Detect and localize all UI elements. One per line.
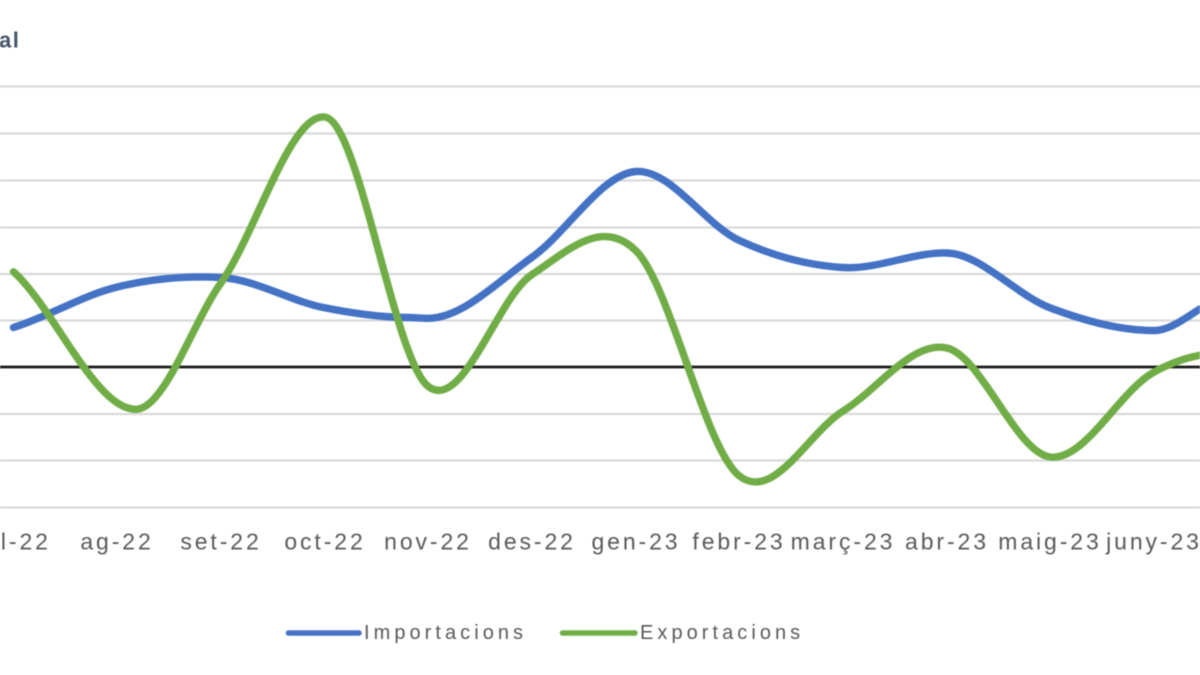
svg-text:juny-23: juny-23 bbox=[1105, 529, 1200, 555]
svg-text:set-22: set-22 bbox=[180, 529, 261, 555]
svg-text:Exportacions: Exportacions bbox=[640, 622, 804, 644]
svg-text:febr-23: febr-23 bbox=[692, 529, 785, 555]
svg-text:gen-23: gen-23 bbox=[591, 529, 680, 555]
svg-text:ag-22: ag-22 bbox=[80, 529, 153, 555]
svg-text:abr-23: abr-23 bbox=[905, 529, 989, 555]
svg-text:oct-22: oct-22 bbox=[284, 529, 365, 555]
svg-text:Importacions: Importacions bbox=[364, 622, 527, 644]
svg-text:març-23: març-23 bbox=[791, 529, 896, 555]
svg-text:al: al bbox=[0, 28, 20, 53]
svg-text:jul-22: jul-22 bbox=[0, 529, 51, 555]
svg-text:maig-23: maig-23 bbox=[998, 529, 1101, 555]
svg-text:des-22: des-22 bbox=[488, 529, 576, 555]
svg-text:nov-22: nov-22 bbox=[384, 529, 472, 555]
